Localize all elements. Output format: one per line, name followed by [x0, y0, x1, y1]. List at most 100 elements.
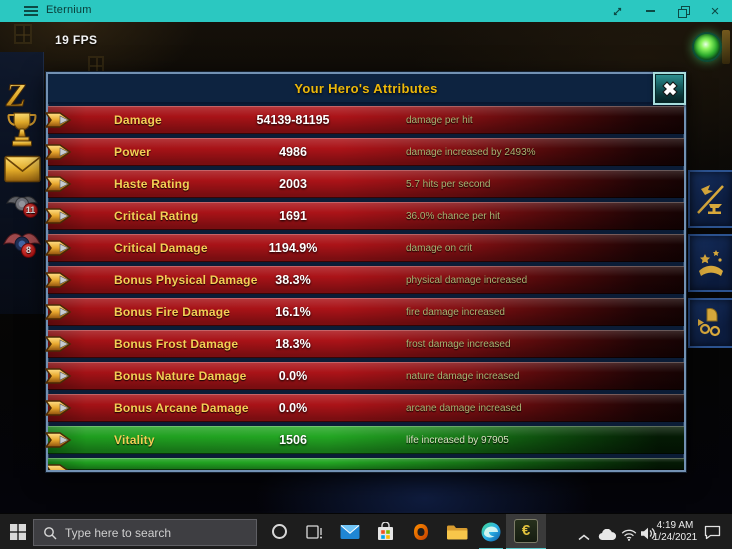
green-orb-button[interactable] — [692, 32, 722, 62]
mail-app-icon[interactable] — [340, 524, 360, 545]
side-button-anvil[interactable] — [688, 170, 732, 228]
dialog-close-button[interactable] — [653, 72, 686, 105]
attribute-description: frost damage increased — [406, 339, 511, 350]
tray-chevron-up-icon[interactable] — [578, 528, 590, 546]
anvil-slash-icon — [697, 185, 724, 214]
attribute-row: Critical Rating 1691 36.0% chance per hi… — [44, 202, 684, 230]
side-button-helmet[interactable] — [688, 298, 732, 348]
trophy-icon[interactable] — [6, 110, 38, 155]
eternium-taskbar-button[interactable]: € — [506, 514, 546, 548]
office-app-icon[interactable] — [412, 523, 430, 546]
attribute-description: physical damage increased — [406, 275, 528, 286]
attribute-rows: Damage 54139-81195 damage per hit Power … — [44, 104, 684, 454]
attribute-row: Bonus Frost Damage 18.3% frost damage in… — [44, 330, 684, 358]
attribute-label: Bonus Nature Damage — [114, 369, 247, 383]
attribute-value: 1194.9% — [268, 241, 318, 255]
notification-badge: 8 — [21, 243, 36, 258]
arrow-icon — [44, 268, 72, 292]
arrow-icon — [44, 140, 72, 164]
task-view-icon[interactable] — [306, 525, 323, 545]
helmet-masks-icon — [698, 308, 721, 337]
attribute-row: Bonus Fire Damage 16.1% fire damage incr… — [44, 298, 684, 326]
tray-clock[interactable]: 4:19 AM 1/24/2021 — [652, 520, 698, 544]
mail-icon[interactable] — [4, 155, 41, 188]
minimize-icon — [645, 10, 655, 12]
attribute-row: Damage 54139-81195 damage per hit — [44, 106, 684, 134]
arrow-icon — [44, 396, 72, 420]
winged-emblem-icon[interactable]: 8 — [3, 227, 41, 268]
edge-browser-icon[interactable] — [481, 522, 501, 547]
arrow-icon — [44, 364, 72, 388]
action-center-icon[interactable] — [704, 525, 721, 545]
restore-button[interactable] — [670, 0, 696, 22]
attribute-description: damage on crit — [406, 243, 473, 254]
attribute-description: 5.7 hits per second — [406, 179, 491, 190]
arrow-icon — [44, 108, 72, 132]
arrow-icon — [44, 204, 72, 228]
tray-date: 1/24/2021 — [652, 532, 698, 543]
cortana-icon[interactable] — [272, 524, 287, 539]
quest-scroll-icon[interactable]: Z — [3, 76, 41, 117]
background-window-decor — [14, 24, 32, 44]
attribute-label: Bonus Frost Damage — [114, 337, 239, 351]
attribute-label: Power — [114, 145, 152, 159]
store-app-icon[interactable] — [377, 521, 394, 547]
arrow-icon — [44, 300, 72, 324]
file-explorer-icon[interactable] — [446, 524, 468, 546]
attribute-label: Vitality — [114, 433, 155, 447]
attribute-row: Bonus Nature Damage 0.0% nature damage i… — [44, 362, 684, 390]
menu-icon[interactable] — [24, 6, 38, 16]
volume-icon[interactable] — [640, 527, 657, 545]
taskbar-search[interactable] — [33, 519, 257, 546]
attribute-label: Damage — [114, 113, 162, 127]
attribute-value: 1506 — [279, 433, 307, 447]
attribute-description: damage increased by 2493% — [406, 147, 536, 158]
attribute-value: 2003 — [279, 177, 307, 191]
attribute-value: 54139-81195 — [256, 113, 330, 127]
fullscreen-button[interactable] — [604, 0, 630, 22]
notification-badge: 11 — [23, 203, 38, 218]
taskbar: € 4:19 AM 1 — [0, 513, 732, 549]
attribute-row: Bonus Physical Damage 38.3% physical dam… — [44, 266, 684, 294]
attribute-description: fire damage increased — [406, 307, 505, 318]
arrow-icon — [48, 460, 72, 470]
tray-time: 4:19 AM — [656, 520, 694, 531]
wifi-icon[interactable] — [621, 528, 637, 546]
diagonal-resize-icon — [613, 7, 621, 15]
onedrive-cloud-icon[interactable] — [598, 528, 617, 546]
attribute-row: Power 4986 damage increased by 2493% — [44, 138, 684, 166]
attribute-description: nature damage increased — [406, 371, 520, 382]
search-icon — [44, 526, 57, 539]
svg-text:Z: Z — [5, 78, 26, 112]
attribute-row: Bonus Arcane Damage 0.0% arcane damage i… — [44, 394, 684, 422]
attribute-description: 36.0% chance per hit — [406, 211, 500, 222]
start-button[interactable] — [8, 524, 28, 540]
attribute-description: damage per hit — [406, 115, 473, 126]
attribute-label: Critical Damage — [114, 241, 208, 255]
attribute-description: arcane damage increased — [406, 403, 522, 414]
eternium-app-icon: € — [514, 519, 538, 543]
dialog-title: Your Hero's Attributes — [294, 81, 438, 96]
attribute-value: 0.0% — [278, 369, 308, 383]
minimize-button[interactable] — [637, 0, 663, 22]
arrow-icon — [44, 172, 72, 196]
attribute-label: Haste Rating — [114, 177, 190, 191]
window-close-button[interactable]: × — [702, 0, 728, 22]
search-input[interactable] — [65, 525, 235, 540]
attribute-label: Bonus Fire Damage — [114, 305, 231, 319]
attributes-dialog: Your Hero's Attributes Damage 54139-8119… — [44, 72, 686, 472]
game-viewport: 19 FPS Z — [0, 22, 732, 513]
arrow-icon — [44, 428, 72, 452]
orb-gold-accent — [722, 30, 730, 64]
medal-icon[interactable]: 11 — [5, 191, 39, 226]
arrow-icon — [44, 236, 72, 260]
attribute-value: 16.1% — [275, 305, 311, 319]
close-x-icon — [661, 80, 678, 97]
window-title: Eternium — [46, 4, 92, 16]
arrow-icon — [44, 332, 72, 356]
attribute-value: 0.0% — [278, 401, 308, 415]
side-button-hand-stars[interactable] — [688, 234, 732, 292]
attribute-value: 18.3% — [275, 337, 311, 351]
attribute-row: Vitality 1506 life increased by 97905 — [44, 426, 684, 454]
restore-icon — [678, 6, 690, 18]
